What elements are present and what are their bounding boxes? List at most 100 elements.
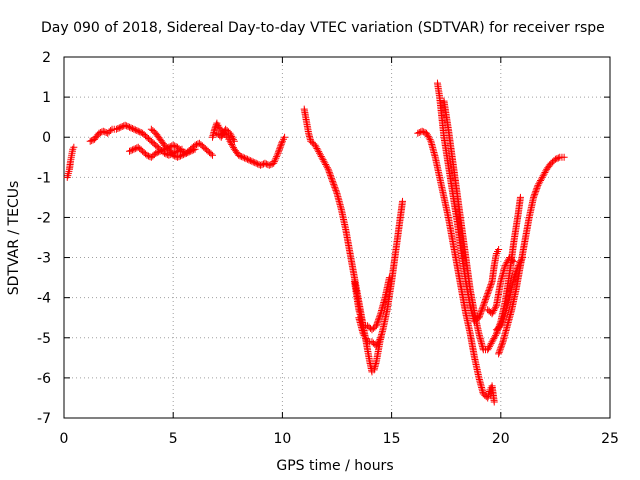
data-point xyxy=(238,153,246,161)
data-point xyxy=(324,165,332,173)
data-point xyxy=(510,258,518,266)
data-point xyxy=(560,153,568,161)
data-point xyxy=(270,158,278,166)
x-tick-label: 5 xyxy=(169,431,178,447)
data-point xyxy=(496,345,504,353)
data-point xyxy=(207,150,215,158)
data-point xyxy=(332,188,340,196)
data-point xyxy=(187,147,195,155)
data-point xyxy=(275,148,283,156)
data-point xyxy=(330,182,338,190)
data-point xyxy=(127,124,135,132)
data-point xyxy=(229,134,237,142)
data-point xyxy=(176,152,184,160)
data-point xyxy=(497,320,505,328)
data-point xyxy=(229,142,237,150)
data-point xyxy=(242,155,250,163)
data-point xyxy=(491,305,499,313)
data-point xyxy=(178,151,186,159)
data-point xyxy=(500,314,508,322)
y-tick-label: -7 xyxy=(37,411,51,427)
data-point xyxy=(117,123,125,131)
data-point xyxy=(273,151,281,159)
data-point xyxy=(497,342,505,350)
x-axis-label: GPS time / hours xyxy=(276,458,393,474)
data-point xyxy=(209,151,217,159)
data-point xyxy=(533,184,541,192)
data-point xyxy=(500,313,508,321)
data-point xyxy=(420,128,428,136)
data-point xyxy=(227,131,235,139)
data-point xyxy=(133,144,141,152)
data-point xyxy=(498,319,506,327)
data-point xyxy=(510,272,518,280)
data-point xyxy=(374,316,382,324)
data-point xyxy=(134,127,142,135)
y-tick-label: 2 xyxy=(42,50,51,66)
data-point xyxy=(323,164,331,172)
data-point xyxy=(239,153,247,161)
data-points xyxy=(63,79,568,406)
data-point xyxy=(133,127,141,135)
data-point xyxy=(251,159,259,167)
data-point xyxy=(278,139,286,147)
data-point xyxy=(530,192,538,200)
data-point xyxy=(229,136,237,144)
data-point xyxy=(185,148,193,156)
data-point xyxy=(332,186,340,194)
data-point xyxy=(510,274,518,282)
data-point xyxy=(128,125,136,133)
data-point xyxy=(331,183,339,191)
data-point xyxy=(320,157,328,165)
data-point xyxy=(126,123,134,131)
data-point xyxy=(479,302,487,310)
data-point xyxy=(271,156,279,164)
data-point xyxy=(169,151,177,159)
data-point xyxy=(535,180,543,188)
data-point xyxy=(374,317,382,325)
data-point xyxy=(376,311,384,319)
x-tick-label: 10 xyxy=(273,431,291,447)
data-point xyxy=(375,337,383,345)
data-point xyxy=(485,285,493,293)
data-point xyxy=(70,143,78,151)
data-point xyxy=(88,137,96,145)
data-point xyxy=(484,346,492,354)
data-point xyxy=(159,146,167,154)
data-point xyxy=(482,294,490,302)
data-point xyxy=(426,136,434,144)
data-point xyxy=(236,152,244,160)
data-point xyxy=(128,146,136,154)
data-point xyxy=(487,281,495,289)
data-point xyxy=(531,189,539,197)
y-tick-label: -1 xyxy=(37,170,51,186)
data-point xyxy=(226,129,234,137)
grid-lines xyxy=(64,57,610,418)
data-point xyxy=(211,125,219,133)
x-tick-label: 0 xyxy=(60,431,69,447)
data-point xyxy=(218,132,226,140)
data-point xyxy=(497,322,505,330)
data-point xyxy=(169,141,177,149)
data-point xyxy=(313,144,321,152)
data-point xyxy=(489,308,497,316)
data-point xyxy=(495,246,503,254)
data-point xyxy=(267,161,275,169)
data-point xyxy=(498,317,506,325)
data-point xyxy=(508,256,516,264)
data-point xyxy=(537,175,545,183)
data-point xyxy=(495,350,503,358)
data-point xyxy=(112,125,120,133)
data-point xyxy=(360,331,368,339)
data-point xyxy=(374,339,382,347)
data-point xyxy=(530,193,538,201)
data-point xyxy=(130,145,138,153)
data-point xyxy=(243,155,251,163)
data-point xyxy=(492,331,500,339)
y-tick-label: 1 xyxy=(42,90,51,106)
data-point xyxy=(478,306,486,314)
data-point xyxy=(541,169,549,177)
